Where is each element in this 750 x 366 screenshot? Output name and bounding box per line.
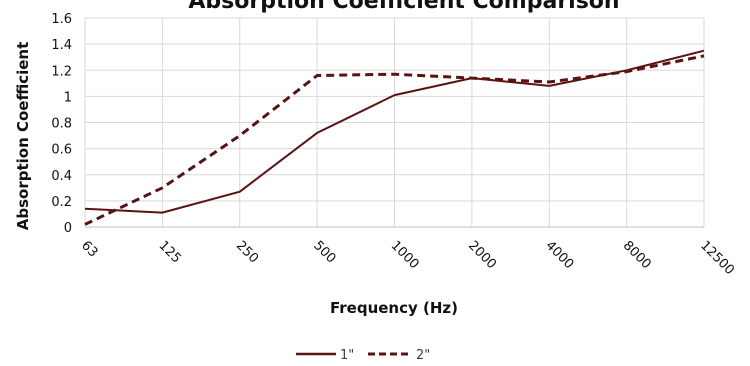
y-tick-label: 1.4 bbox=[51, 38, 72, 53]
x-tick-label: 12500 bbox=[697, 238, 737, 278]
series-lines bbox=[84, 49, 705, 226]
y-tick-labels: 0 0.2 0.4 0.6 0.8 1 1.2 1.4 1.6 bbox=[51, 12, 72, 236]
y-tick-label: 1.2 bbox=[51, 64, 72, 79]
y-tick-label: 1 bbox=[64, 90, 72, 105]
gridlines bbox=[84, 17, 705, 228]
y-axis-title: Absorption Coefficient bbox=[14, 42, 32, 231]
y-tick-label: 1.6 bbox=[51, 12, 72, 27]
x-tick-label: 8000 bbox=[620, 238, 654, 272]
y-tick-label: 0.2 bbox=[51, 195, 72, 210]
x-tick-label: 1000 bbox=[388, 238, 422, 272]
y-tick-label: 0 bbox=[64, 221, 72, 236]
y-tick-label: 0.8 bbox=[51, 117, 72, 132]
y-tick-label: 0.4 bbox=[51, 169, 72, 184]
x-tick-label: 500 bbox=[310, 238, 338, 266]
y-tick-label: 0.6 bbox=[51, 143, 72, 158]
legend: 1" 2" bbox=[296, 348, 430, 363]
x-tick-label: 2000 bbox=[465, 238, 499, 272]
x-tick-label: 4000 bbox=[542, 238, 576, 272]
chart-title: Absorption Coefficient Comparison bbox=[188, 0, 619, 14]
legend-label-2-inch: 2" bbox=[416, 348, 430, 363]
x-tick-label: 125 bbox=[156, 238, 184, 266]
series-line-1 bbox=[84, 54, 705, 226]
x-tick-label: 250 bbox=[233, 238, 261, 266]
x-tick-labels: 63 125 250 500 1000 2000 4000 8000 12500 bbox=[78, 238, 737, 278]
x-tick-label: 63 bbox=[78, 238, 100, 260]
legend-label-1-inch: 1" bbox=[340, 348, 354, 363]
x-axis-title: Frequency (Hz) bbox=[330, 299, 458, 317]
